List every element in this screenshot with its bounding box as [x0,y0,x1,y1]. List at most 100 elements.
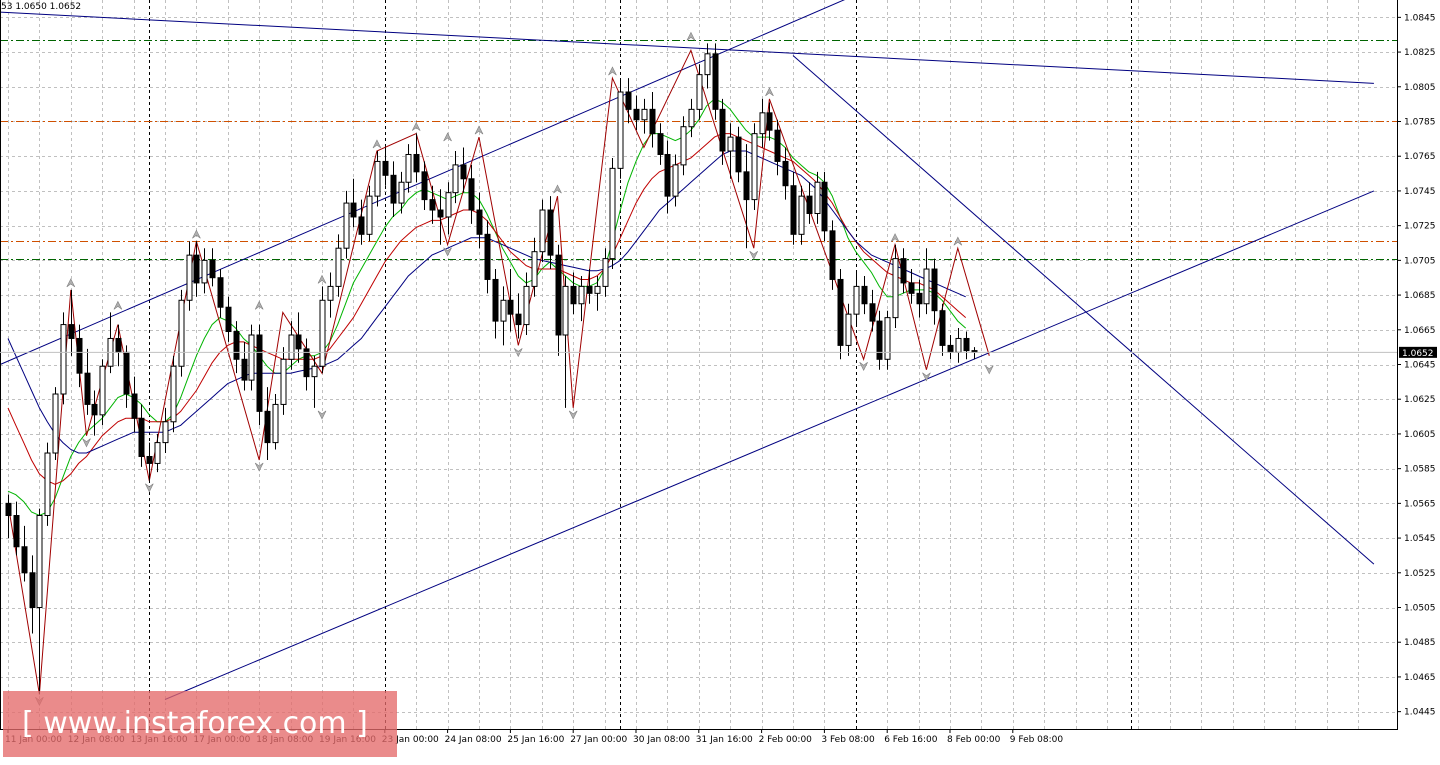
candle-body-bear [233,331,240,360]
candle [845,303,852,356]
candle [154,433,161,473]
candle-body-bear [515,313,522,326]
candle [774,119,781,176]
time-tick-label: 9 Feb 08:00 [1010,735,1064,745]
candle-body-bear [829,230,836,280]
candle [186,241,193,311]
candle [908,269,915,304]
candle-body-bear [225,306,232,333]
candle-body-bull [452,164,459,194]
candle-body-bear [303,348,310,378]
fractal-up-arrow [372,139,382,149]
watermark-text: [ www.instaforex.com ] [22,706,368,741]
candle [916,279,923,318]
candle-body-bear [900,258,907,284]
price-tick-label: 1.0585 [1404,465,1436,475]
candle [853,272,860,325]
candle [821,171,828,242]
candle [900,248,907,294]
candle-body-bull [445,192,452,218]
candle [44,442,51,526]
candle-body-bear [931,268,938,312]
candle-body-bull [696,74,703,110]
candle [704,43,711,89]
candle [751,123,758,211]
fractal-up-arrow [765,87,774,97]
time-tick-label: 27 Jan 00:00 [570,735,627,745]
candle-body-bull [602,258,609,287]
candle [664,140,671,214]
candle-body-bull [405,153,412,183]
candle-body-bear [586,285,593,294]
candle [170,355,177,433]
time-tick-label: 2 Feb 00:00 [759,735,813,745]
candle-body-bear [115,337,122,353]
candle-body-bear [790,185,797,235]
candle [531,237,538,297]
candle-body-bear [193,254,200,284]
candle-body-bear [570,285,577,305]
fractal-down-arrow [443,247,452,257]
time-tick-label: 31 Jan 16:00 [696,735,753,745]
candle [719,98,726,165]
candle-body-bull [170,365,177,423]
candle [217,269,224,318]
candle [507,269,514,332]
candle-body-bear [876,320,883,360]
candle-body-bear [774,129,781,162]
fractal-up-arrow [553,184,562,194]
candle [241,341,248,391]
time-tick-label: 6 Feb 16:00 [884,735,938,745]
candle-body-bear [68,324,75,339]
candle [515,293,522,339]
candle-body-bear [123,351,130,395]
price-tick-label: 1.0605 [1404,430,1436,440]
candle [382,147,389,186]
candle [225,296,232,342]
candle [617,78,624,179]
price-tick-label: 1.0845 [1404,13,1436,23]
candle-body-bear [821,181,828,232]
candle [390,161,397,217]
candle [523,272,530,335]
candle-body-bull [727,136,734,152]
candle [743,144,750,249]
candle-body-bear [649,108,656,135]
candle [193,241,200,297]
watermark-box [3,691,397,757]
time-tick-label: 24 Jan 08:00 [445,735,502,745]
candle-body-bull [248,334,255,381]
candle [36,508,43,695]
candle [759,98,766,148]
price-tick-label: 1.0445 [1404,708,1436,718]
candle [884,310,891,370]
candle [445,182,452,235]
time-tick-label: 8 Feb 00:00 [947,735,1001,745]
price-tick-label: 1.0745 [1404,187,1436,197]
candle-body-bear [476,209,483,235]
current-price-box [1399,346,1437,358]
candle [264,387,271,460]
candle-body-bear [29,572,36,608]
candle [201,248,208,294]
candle [91,390,98,436]
trend-line [0,11,1374,84]
candle [476,192,483,249]
candle [5,494,12,539]
candle-body-bull [759,112,766,135]
fractal-up-arrow [686,31,696,41]
candle-body-bear [869,303,876,322]
candle-body-bull [280,358,287,405]
fractal-up-arrow [474,125,484,135]
price-axis[interactable]: 1.0845 1.0825 1.0805 1.0785 1.0765 1.0745 1.07… [1397,13,1436,718]
candle-body-bull [617,91,624,169]
trend-line [164,190,1375,700]
candle [76,324,83,388]
candle-body-bear [657,133,664,155]
candle-body-bear [429,199,436,211]
price-tick-label: 1.0525 [1404,569,1436,579]
candle-body-bull [814,181,821,214]
candle-body-bull [578,285,585,305]
